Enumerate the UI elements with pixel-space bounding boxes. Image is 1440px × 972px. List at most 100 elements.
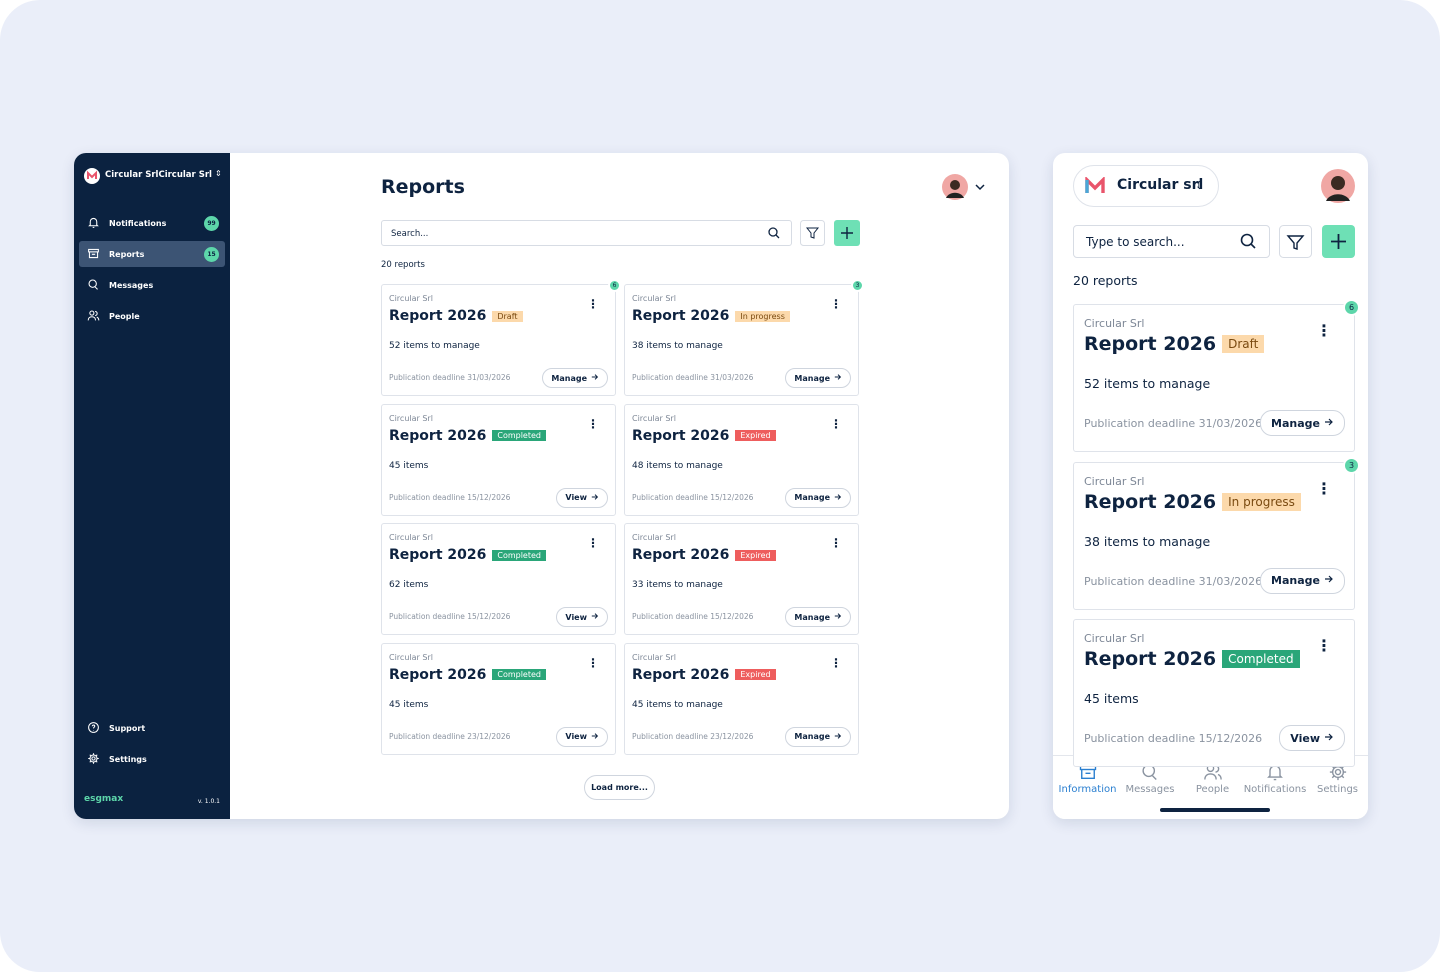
arrow-icon xyxy=(591,493,599,503)
card-action-button[interactable]: View xyxy=(556,487,608,508)
card-action-button[interactable]: View xyxy=(556,726,608,747)
add-button[interactable] xyxy=(1322,225,1355,258)
kebab-menu[interactable]: ⋮ xyxy=(830,536,842,550)
nav-item[interactable]: Support xyxy=(79,715,225,741)
org-name[interactable]: Circular SrlCircular Srl xyxy=(105,170,212,180)
nav-item[interactable]: Messages xyxy=(79,272,225,298)
button-label: Manage xyxy=(794,612,830,622)
card-deadline: Publication deadline 23/12/2026 xyxy=(632,731,754,741)
card-org: Circular Srl xyxy=(1084,632,1145,645)
status-tag: Completed xyxy=(492,430,546,441)
card-items: 45 items xyxy=(389,699,429,710)
status-tag: Completed xyxy=(492,669,546,680)
report-card[interactable]: Circular Srl Report 2026 Expired 33 items t… xyxy=(624,523,859,635)
kebab-menu[interactable]: ⋮ xyxy=(587,416,599,431)
nav-item[interactable]: Reports 15 xyxy=(79,241,225,267)
kebab-menu[interactable]: ⋮ xyxy=(587,536,599,550)
card-title: Report 2026 xyxy=(389,666,487,683)
arrow-icon xyxy=(834,732,842,742)
sidebar: Circular SrlCircular Srl ⇕ esgmax v. 1.0… xyxy=(74,153,230,819)
card-deadline: Publication deadline 15/12/2026 xyxy=(632,612,754,621)
report-card[interactable]: Circular Srl Report 2026 Draft 52 items to … xyxy=(1073,299,1360,452)
card-badge: 3 xyxy=(851,279,864,292)
version: v. 1.0.1 xyxy=(197,798,220,805)
card-action-button[interactable]: Manage xyxy=(1260,410,1345,436)
card-deadline: Publication deadline 31/03/2026 xyxy=(1084,574,1263,588)
arrow-icon xyxy=(1324,732,1334,745)
nav-item[interactable]: People xyxy=(79,303,225,329)
nav-item[interactable]: Settings xyxy=(79,746,225,772)
report-card[interactable]: Circular Srl Report 2026 Draft 52 items to … xyxy=(381,279,621,396)
kebab-menu[interactable]: ⋮ xyxy=(1316,321,1332,340)
kebab-menu[interactable]: ⋮ xyxy=(1316,636,1332,655)
mobile-window: Circular srl ⇕ Type to search... 20 repo… xyxy=(1053,153,1368,819)
status-tag: Expired xyxy=(735,669,776,680)
arrow-icon xyxy=(834,612,842,622)
report-card[interactable]: Circular Srl Report 2026 Completed 62 items… xyxy=(381,523,616,635)
card-title-row: Report 2026 Expired xyxy=(632,547,776,563)
card-title-row: Report 2026 Completed xyxy=(389,428,546,444)
home-indicator xyxy=(1160,808,1270,812)
report-card[interactable]: Circular Srl Report 2026 In progress 38 ite… xyxy=(1073,456,1360,610)
report-card[interactable]: Circular Srl Report 2026 Expired 48 items t… xyxy=(624,403,859,516)
card-action-button[interactable]: Manage xyxy=(542,368,608,388)
card-org: Circular Srl xyxy=(389,413,433,423)
avatar-menu[interactable] xyxy=(942,174,986,200)
card-action-button[interactable]: Manage xyxy=(785,607,851,627)
org-logo xyxy=(84,168,100,184)
report-card[interactable]: Circular Srl Report 2026 Completed 45 items… xyxy=(381,403,616,516)
arrow-icon xyxy=(834,373,842,383)
card-action-button[interactable]: View xyxy=(556,607,608,627)
button-label: Manage xyxy=(794,493,830,502)
kebab-menu[interactable]: ⋮ xyxy=(830,655,842,670)
arrow-icon xyxy=(591,732,599,742)
kebab-menu[interactable]: ⋮ xyxy=(1316,478,1332,498)
report-card[interactable]: Circular Srl Report 2026 Completed 45 items… xyxy=(381,642,616,755)
card-org: Circular Srl xyxy=(632,413,676,423)
org-switch[interactable]: ⇕ xyxy=(215,169,222,178)
card-items: 48 items to manage xyxy=(632,460,723,471)
card-action-button[interactable]: View xyxy=(1279,725,1345,751)
nav-item[interactable]: Notifications 99 xyxy=(79,210,225,236)
card-action-button[interactable]: Manage xyxy=(1260,567,1345,594)
card-items: 52 items to manage xyxy=(389,341,480,351)
card-title: Report 2026 xyxy=(389,547,487,563)
kebab-menu[interactable]: ⋮ xyxy=(830,416,842,431)
button-label: Manage xyxy=(794,373,830,383)
report-card[interactable]: Circular Srl Report 2026 Expired 45 items t… xyxy=(624,642,859,755)
filter-button[interactable] xyxy=(1279,225,1312,258)
kebab-menu[interactable]: ⋮ xyxy=(830,297,842,311)
card-action-button[interactable]: Manage xyxy=(785,368,851,388)
search-icon xyxy=(1240,233,1256,249)
kebab-menu[interactable]: ⋮ xyxy=(587,297,599,311)
card-title-row: Report 2026 Draft xyxy=(389,308,523,324)
card-deadline: Publication deadline 15/12/2026 xyxy=(1084,732,1263,745)
card-org: Circular Srl xyxy=(389,294,433,303)
kebab-menu[interactable]: ⋮ xyxy=(587,655,599,670)
report-card[interactable]: Circular Srl Report 2026 In progress 38 ite… xyxy=(624,279,864,396)
card-org: Circular Srl xyxy=(389,533,433,542)
nav-icon xyxy=(87,309,100,324)
nav-badge: 99 xyxy=(204,216,219,231)
load-more-button[interactable]: Load more... xyxy=(584,775,655,800)
tab-item[interactable]: Settings xyxy=(1306,756,1368,819)
org-switcher[interactable] xyxy=(1073,165,1219,207)
card-title: Report 2026 xyxy=(1084,490,1217,513)
status-tag: Draft xyxy=(492,310,523,322)
page-title: Reports xyxy=(381,176,465,198)
filter-button[interactable] xyxy=(800,220,825,246)
search-input[interactable]: Type to search... xyxy=(1073,225,1270,258)
add-button[interactable] xyxy=(834,220,860,246)
nav-label: Reports xyxy=(109,249,145,259)
tab-label: Notifications xyxy=(1243,784,1307,795)
card-action-button[interactable]: Manage xyxy=(785,726,851,747)
button-label: View xyxy=(565,493,587,502)
avatar[interactable] xyxy=(1321,169,1355,203)
report-card[interactable]: Circular Srl Report 2026 Completed 45 items… xyxy=(1073,619,1355,767)
card-badge: 3 xyxy=(1343,456,1360,474)
card-title-row: Report 2026 Completed xyxy=(1084,648,1300,670)
search-input[interactable]: Search... xyxy=(381,220,792,246)
card-action-button[interactable]: Manage xyxy=(785,487,851,508)
card-title: Report 2026 xyxy=(389,427,487,444)
